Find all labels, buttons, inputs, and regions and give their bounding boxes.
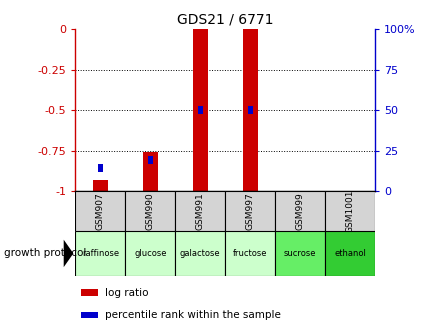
Text: raffinose: raffinose <box>82 249 119 258</box>
Bar <box>125 191 175 231</box>
Bar <box>175 191 224 231</box>
Bar <box>81 312 98 318</box>
Bar <box>93 180 108 191</box>
Bar <box>75 191 125 231</box>
Polygon shape <box>64 240 73 267</box>
Text: ethanol: ethanol <box>333 249 365 258</box>
Bar <box>147 156 153 164</box>
Text: growth protocol: growth protocol <box>4 249 86 258</box>
Text: glucose: glucose <box>134 249 166 258</box>
Bar <box>98 164 103 172</box>
Title: GDS21 / 6771: GDS21 / 6771 <box>177 13 273 27</box>
Bar <box>247 106 252 113</box>
Bar <box>274 191 324 231</box>
Bar <box>81 289 98 296</box>
Bar <box>324 191 374 231</box>
Bar <box>125 231 175 276</box>
Bar <box>175 231 224 276</box>
Bar <box>142 152 157 191</box>
Bar <box>324 231 374 276</box>
Text: sucrose: sucrose <box>283 249 316 258</box>
Bar <box>274 231 324 276</box>
Text: fructose: fructose <box>232 249 267 258</box>
Text: percentile rank within the sample: percentile rank within the sample <box>105 310 281 320</box>
Text: GSM997: GSM997 <box>245 192 254 230</box>
Bar <box>224 191 274 231</box>
Text: GSM1001: GSM1001 <box>345 189 354 233</box>
Text: GSM990: GSM990 <box>145 192 154 230</box>
Bar <box>75 231 125 276</box>
Text: GSM991: GSM991 <box>195 192 204 230</box>
Text: galactose: galactose <box>179 249 220 258</box>
Text: log ratio: log ratio <box>105 287 148 298</box>
Bar <box>192 29 207 191</box>
Text: GSM907: GSM907 <box>95 192 104 230</box>
Text: GSM999: GSM999 <box>295 192 304 230</box>
Bar <box>197 106 202 113</box>
Bar <box>242 29 257 191</box>
Bar <box>224 231 274 276</box>
